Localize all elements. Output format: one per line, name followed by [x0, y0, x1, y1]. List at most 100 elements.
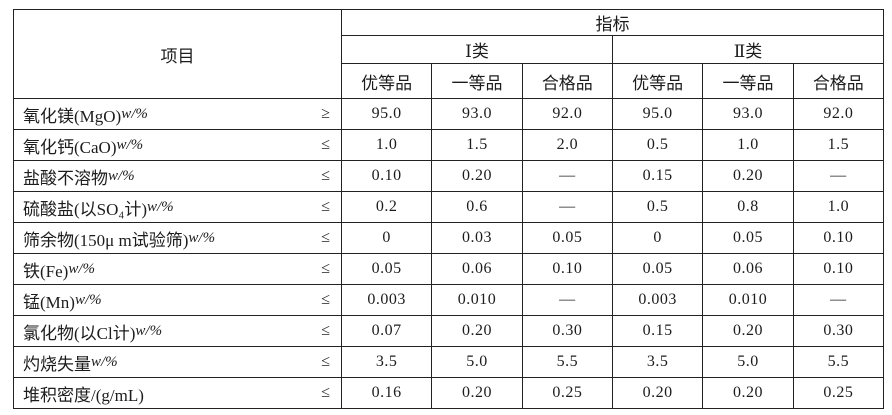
- value-cell: 0.6: [431, 191, 523, 223]
- relation-symbol: ≤: [321, 322, 330, 339]
- value-cell: 0.8: [702, 191, 794, 223]
- value-cell: 3.5: [611, 346, 704, 378]
- item-cell: 氯化物(以Cl计) w/% ≤: [13, 315, 342, 347]
- item-cell: 灼烧失量 w/% ≤: [13, 346, 342, 378]
- value-cell: 0.03: [431, 222, 523, 254]
- relation-symbol: ≤: [321, 260, 330, 277]
- table-row: 堆积密度/(g/mL) ≤ 0.16 0.20 0.25 0.20 0.20 0.…: [13, 377, 885, 409]
- relation-symbol: ≤: [321, 229, 330, 246]
- item-label: 筛余物(150μ m试验筛): [23, 230, 189, 250]
- value-cell: 0.2: [340, 191, 433, 223]
- grade-header: 合格品: [792, 63, 885, 99]
- value-cell: 0.20: [431, 160, 523, 192]
- item-unit: w/%: [116, 136, 144, 153]
- value-cell: 95.0: [611, 98, 704, 130]
- value-cell: 0.25: [521, 377, 613, 409]
- item-cell: 硫酸盐(以SO₄计) w/% ≤: [13, 191, 342, 223]
- value-cell: 95.0: [340, 98, 433, 130]
- item-cell: 氧化钙(CaO) w/% ≤: [13, 129, 342, 161]
- column-header-index: 指标: [341, 9, 884, 36]
- item-unit: w/%: [91, 353, 118, 370]
- value-cell: 1.5: [431, 129, 523, 161]
- value-cell: 0.20: [702, 160, 794, 192]
- table-row: 筛余物(150μ m试验筛) w/% ≤ 0 0.03 0.05 0 0.05 0.…: [13, 222, 885, 254]
- value-cell: 0.10: [792, 253, 885, 285]
- value-cell: 0.010: [431, 284, 523, 316]
- item-unit: w/%: [74, 291, 102, 308]
- item-label: 铁(Fe): [23, 261, 69, 281]
- item-cell: 盐酸不溶物 w/% ≤: [13, 160, 342, 192]
- item-label: 堆积密度/(g/mL): [23, 385, 144, 405]
- value-cell: 0: [611, 222, 704, 254]
- item-cell: 铁(Fe) w/% ≤: [13, 253, 342, 285]
- item-label: 氧化钙(CaO): [23, 137, 117, 157]
- item-unit: w/%: [108, 167, 135, 184]
- value-cell: —: [521, 284, 613, 316]
- value-cell: —: [792, 284, 885, 316]
- class-1-header: Ⅰ类: [341, 35, 613, 64]
- value-cell: 0.05: [340, 253, 433, 285]
- value-cell: 0.30: [792, 315, 885, 347]
- relation-symbol: ≤: [321, 198, 330, 215]
- value-cell: 93.0: [431, 98, 523, 130]
- header-row-index: 项目 指标: [13, 9, 884, 99]
- table-row: 硫酸盐(以SO₄计) w/% ≤ 0.2 0.6 — 0.5 0.8 1.0: [13, 191, 885, 223]
- value-cell: 0.10: [340, 160, 433, 192]
- value-cell: 0.10: [792, 222, 885, 254]
- value-cell: 0.15: [611, 160, 704, 192]
- value-cell: 0.003: [340, 284, 433, 316]
- header-row-grade: 优等品 一等品 合格品 优等品 一等品 合格品: [14, 63, 885, 99]
- value-cell: 0.06: [702, 253, 794, 285]
- table-row: 氯化物(以Cl计) w/% ≤ 0.07 0.20 0.30 0.15 0.20 0…: [13, 315, 885, 347]
- value-cell: 0.20: [431, 377, 523, 409]
- grade-header: 合格品: [521, 63, 613, 99]
- class-2-header: Ⅱ类: [611, 35, 885, 64]
- value-cell: 0.5: [611, 191, 704, 223]
- table-row: 盐酸不溶物 w/% ≤ 0.10 0.20 — 0.15 0.20 —: [13, 160, 885, 192]
- value-cell: 0.10: [521, 253, 613, 285]
- value-cell: 93.0: [702, 98, 794, 130]
- table-row: 锰(Mn) w/% ≤ 0.003 0.010 — 0.003 0.010 —: [13, 284, 885, 316]
- value-cell: 0.25: [792, 377, 885, 409]
- relation-symbol: ≤: [321, 291, 330, 308]
- value-cell: —: [792, 160, 885, 192]
- item-label: 氧化镁(MgO): [23, 106, 122, 126]
- item-unit: w/%: [188, 229, 216, 246]
- item-cell: 筛余物(150μ m试验筛) w/% ≤: [13, 222, 342, 254]
- value-cell: 0.20: [611, 377, 704, 409]
- relation-symbol: ≤: [321, 136, 330, 153]
- table-row: 铁(Fe) w/% ≤ 0.05 0.06 0.10 0.05 0.06 0.10: [13, 253, 885, 285]
- value-cell: 0.05: [521, 222, 613, 254]
- item-label: 灼烧失量: [23, 354, 91, 374]
- table-row: 氧化镁(MgO) w/% ≥ 95.0 93.0 92.0 95.0 93.0 92…: [13, 98, 885, 130]
- item-unit: w/%: [146, 198, 174, 215]
- value-cell: —: [521, 191, 613, 223]
- item-label: 氯化物(以Cl计): [23, 323, 136, 343]
- value-cell: 0.30: [521, 315, 613, 347]
- value-cell: 0.010: [702, 284, 794, 316]
- value-cell: 0.15: [611, 315, 704, 347]
- spec-table: 项目 指标 Ⅰ类 Ⅱ类 优等品 一等品 合格品 优等品 一等品 合格品 氧化镁(…: [13, 9, 885, 409]
- item-unit: w/%: [135, 322, 163, 339]
- relation-symbol: ≤: [321, 384, 330, 401]
- value-cell: 1.0: [792, 191, 885, 223]
- value-cell: 0.16: [340, 377, 433, 409]
- item-unit: w/%: [68, 260, 95, 277]
- relation-symbol: ≤: [321, 353, 330, 370]
- value-cell: 2.0: [521, 129, 613, 161]
- table-row: 氧化钙(CaO) w/% ≤ 1.0 1.5 2.0 0.5 1.0 1.5: [13, 129, 885, 161]
- relation-symbol: ≤: [321, 167, 330, 184]
- item-label: 盐酸不溶物: [23, 168, 108, 188]
- value-cell: 0.07: [340, 315, 433, 347]
- value-cell: —: [521, 160, 613, 192]
- value-cell: 0: [340, 222, 433, 254]
- value-cell: 0.20: [431, 315, 523, 347]
- item-cell: 锰(Mn) w/% ≤: [13, 284, 342, 316]
- value-cell: 3.5: [340, 346, 433, 378]
- grade-header: 优等品: [611, 63, 704, 99]
- value-cell: 5.5: [521, 346, 613, 378]
- value-cell: 0.003: [611, 284, 704, 316]
- item-label: 锰(Mn): [23, 292, 75, 312]
- value-cell: 5.0: [702, 346, 794, 378]
- item-cell: 堆积密度/(g/mL) ≤: [13, 377, 342, 409]
